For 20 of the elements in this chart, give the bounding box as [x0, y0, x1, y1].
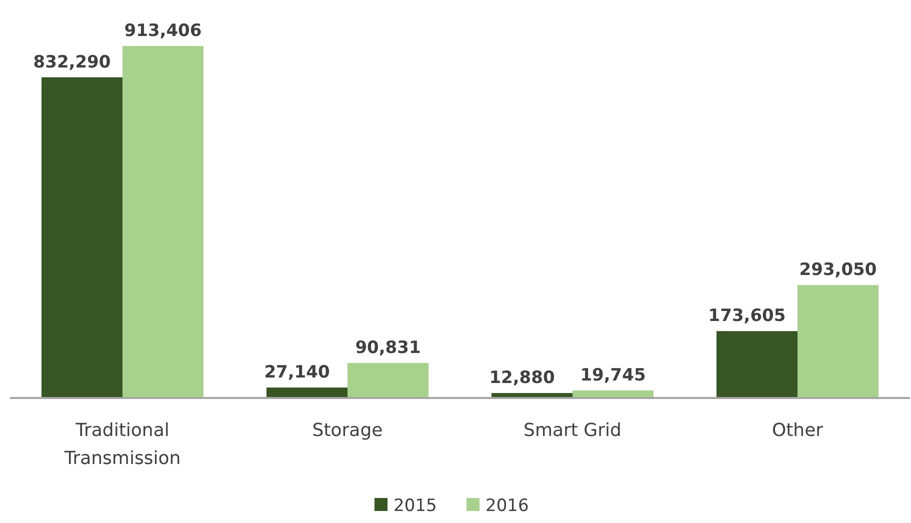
x-tick-label: Other — [772, 420, 824, 441]
legend-label: 2016 — [486, 496, 529, 516]
data-label: 12,880 — [489, 368, 555, 388]
bar — [798, 285, 878, 398]
data-label: 173,605 — [708, 306, 786, 326]
bar — [348, 362, 428, 398]
bar — [716, 331, 798, 398]
data-label: 90,831 — [355, 338, 421, 358]
data-label: 27,140 — [264, 362, 330, 383]
bar — [266, 388, 348, 398]
data-label: 19,745 — [580, 365, 646, 386]
data-label: 913,406 — [124, 21, 202, 41]
bar — [122, 46, 204, 398]
x-tick-label: Traditional Transmission — [63, 420, 181, 469]
x-tick-label: Smart Grid — [524, 420, 622, 441]
x-tick-label: Storage — [312, 420, 383, 441]
data-label: 293,050 — [799, 260, 877, 280]
data-label: 832,290 — [33, 52, 111, 72]
legend-label: 2015 — [394, 496, 437, 516]
bar — [42, 77, 122, 398]
